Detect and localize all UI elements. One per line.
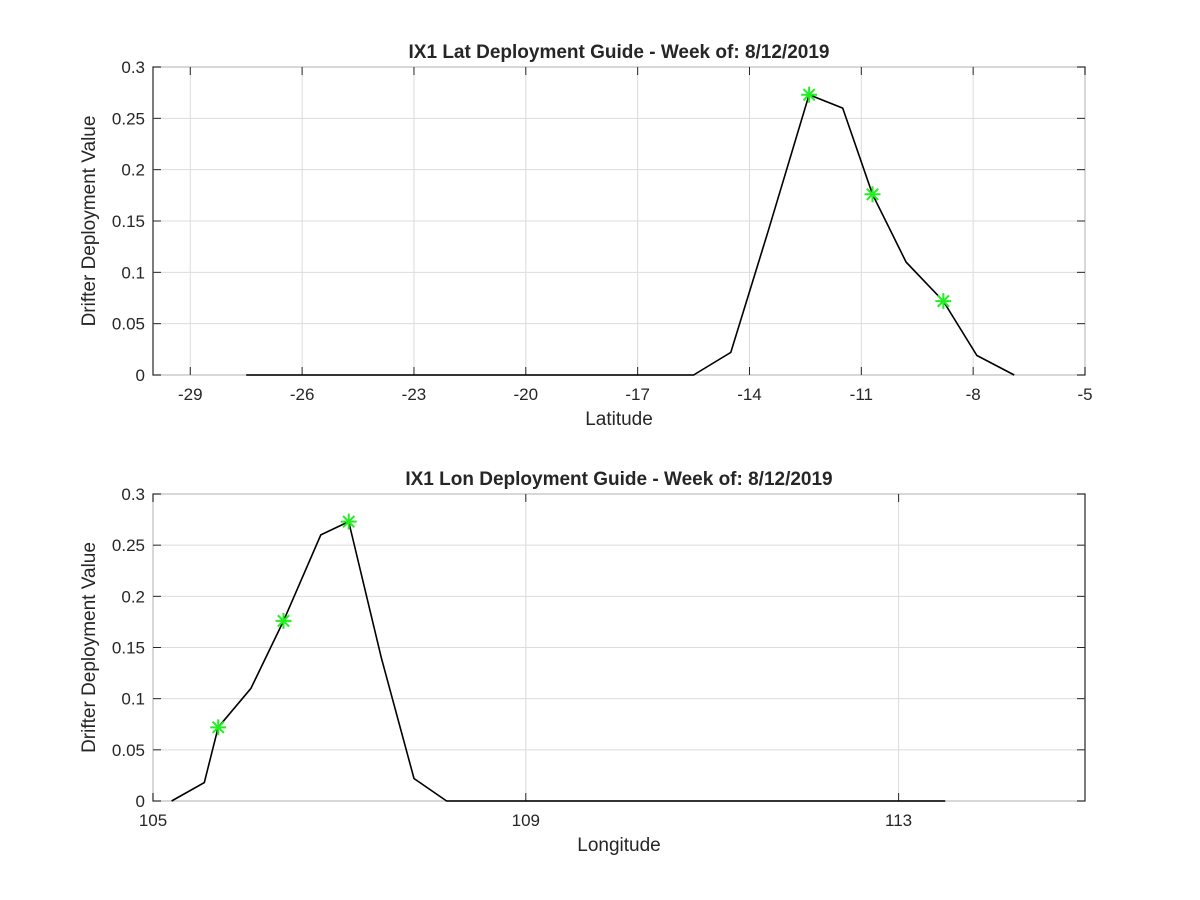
gridlines (152, 493, 1085, 802)
tick-marks (153, 66, 1086, 376)
x-tick-label: -14 (737, 385, 762, 404)
y-tick-label: 0.05 (112, 315, 145, 334)
asterisk-marker (340, 513, 357, 530)
lon-deployment-chart: 105 109 113 0 0.05 0.1 0.15 0.2 0.25 0.3 IX1 Lon … (79, 469, 1086, 856)
x-axis-label: Longitude (577, 835, 660, 856)
x-tick-label: -11 (850, 385, 873, 404)
x-tick-label: 105 (139, 811, 167, 830)
series-line (171, 520, 946, 802)
series-layer (246, 93, 1015, 376)
y-tick-label: 0 (136, 792, 145, 811)
marker-layer (801, 86, 952, 310)
lat-deployment-chart: -29 -26 -23 -20 -17 -14 -11 -8 -5 0 0.05 0.1 0.15 0.2… (79, 42, 1093, 430)
asterisk-marker (864, 186, 881, 203)
y-tick-label: 0.25 (112, 109, 145, 128)
y-tick-label: 0.3 (121, 485, 145, 504)
x-tick-label: -5 (1077, 385, 1092, 404)
chart-title: IX1 Lon Deployment Guide - Week of: 8/12… (405, 469, 832, 490)
asterisk-marker (935, 293, 952, 310)
y-axis-label: Drifter Deployment Value (79, 542, 100, 753)
series-layer (171, 520, 946, 802)
y-tick-label: 0 (136, 366, 145, 385)
y-tick-label: 0.2 (121, 587, 145, 606)
y-tick-label: 0.2 (121, 161, 145, 180)
x-axis-label: Latitude (585, 409, 653, 430)
y-tick-label: 0.25 (112, 536, 145, 555)
asterisk-marker (210, 719, 227, 736)
x-tick-label: -23 (402, 385, 427, 404)
x-tick-label: -20 (514, 385, 539, 404)
tick-labels: -29 -26 -23 -20 -17 -14 -11 -8 -5 0 0.05 0.1 0.15 0.2… (112, 58, 1093, 404)
x-tick-label: -26 (290, 385, 315, 404)
x-tick-label: 113 (885, 811, 912, 830)
y-tick-label: 0.05 (112, 741, 145, 760)
y-tick-label: 0.1 (121, 690, 145, 709)
chart-title: IX1 Lat Deployment Guide - Week of: 8/12… (409, 42, 830, 63)
y-tick-label: 0.1 (121, 263, 145, 282)
y-tick-label: 0.3 (121, 58, 145, 77)
tick-labels: 105 109 113 0 0.05 0.1 0.15 0.2 0.25 0.3 (112, 485, 912, 830)
y-tick-label: 0.15 (112, 639, 145, 658)
asterisk-marker (801, 86, 818, 103)
marker-layer (210, 513, 357, 736)
series-line (246, 93, 1015, 376)
y-axis-label: Drifter Deployment Value (79, 116, 100, 327)
x-tick-label: -8 (966, 385, 981, 404)
y-tick-label: 0.15 (112, 212, 145, 231)
tick-marks (152, 493, 1085, 802)
asterisk-marker (275, 612, 292, 629)
x-tick-label: 109 (512, 811, 540, 830)
x-tick-label: -29 (178, 385, 203, 404)
x-tick-label: -17 (625, 385, 650, 404)
